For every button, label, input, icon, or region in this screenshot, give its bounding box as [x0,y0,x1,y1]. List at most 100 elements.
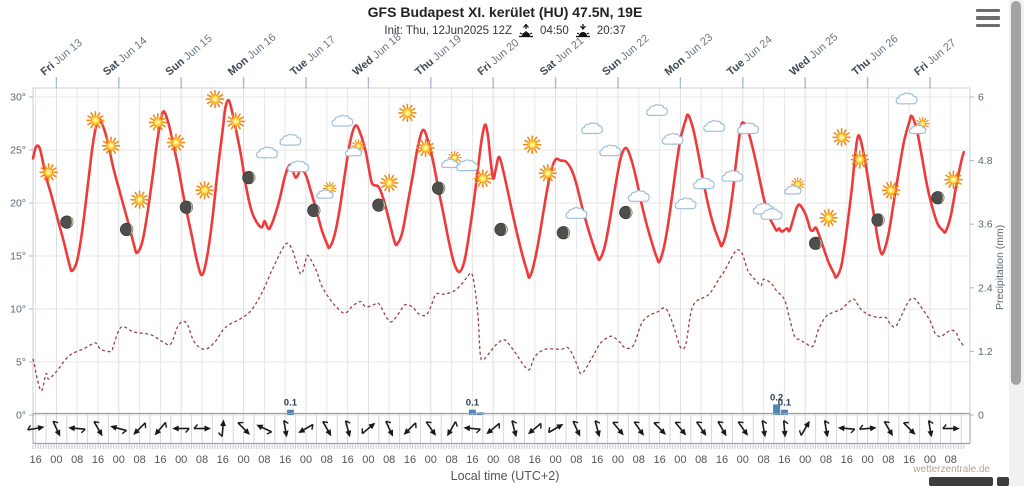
cloud-icon [287,160,310,173]
cloud-icon [565,207,588,219]
sun-icon [416,138,435,158]
precip-value-label: 0.1 [778,398,792,409]
hour-label: 16 [279,454,291,466]
footer-badge-left[interactable] [929,477,993,486]
precip-bars: 0.1 0.1 0.20.1 [284,392,792,415]
hour-label: 00 [861,454,873,466]
moon-icon [242,171,256,185]
precip-tick-label: 0 [978,410,984,422]
wind-barb-icon [798,420,810,436]
wind-barb-icon [133,422,147,435]
cloud-icon [692,177,715,190]
hour-label: 08 [882,454,894,466]
day-label: Fri Jun 20 [475,37,521,78]
sun-icon [819,208,838,228]
day-label: Thu Jun 19 [413,33,464,78]
precip-value-label: 0.1 [466,398,480,409]
precip-tick-label: 4.8 [978,155,993,167]
cloud-icon [279,133,302,146]
x-axis-label: Local time (UTC+2) [450,469,560,483]
scrollbar-track[interactable] [1009,0,1024,486]
hour-label: 16 [591,454,603,466]
hour-label: 08 [570,454,582,466]
hour-label: 00 [612,454,624,466]
cloud-icon [456,159,479,172]
moon-icon [494,222,508,237]
cloud-icon [256,146,278,159]
wind-barb-icon [256,424,272,435]
watermark: wetterzentrale.de [913,464,990,475]
day-label: Fri Jun 27 [912,37,958,78]
moon-icon [931,191,945,205]
temp-tick-label: 15° [10,251,26,263]
sun-icon [538,164,558,183]
wind-barb-icon [511,420,518,438]
hour-label: 00 [300,454,312,466]
hour-label: 16 [92,454,104,466]
wind-barb-icon [837,425,856,434]
temp-tick-label: 30° [10,92,26,104]
moon-icon [119,222,134,237]
precip-bar [286,409,294,415]
wind-barb-icon [594,420,601,438]
sunrise-icon [519,23,534,38]
sun-icon [226,112,246,131]
hour-label: 16 [404,454,416,466]
sun-cloud-icon [440,150,462,169]
cloud-icon [721,169,744,182]
wind-barb-icon [193,424,211,432]
sun-icon [944,170,963,189]
precip-value-label: 0.2 [770,392,783,403]
sun-icon [205,89,225,109]
wind-barb-icon [486,422,501,435]
sun-icon [166,133,186,152]
sun-cloud-icon [784,177,805,195]
hour-label: 16 [29,454,41,466]
precip-axis: 6 4.8 3.6 2.4 1.2 0 Precipitation (mm) [970,92,1006,422]
moon-icon [372,198,386,212]
hour-label: 00 [362,454,374,466]
sun-icon [379,173,399,193]
wind-barb-icon [781,419,789,438]
scrollbar-thumb[interactable] [1011,1,1021,385]
hour-label: 08 [445,454,457,466]
wind-barb-icon [674,421,687,436]
precip-bar [773,404,781,415]
hour-axis: 16 00 08 16 00 08 16 00 08 16 00 08 16 00 08 16 00 08 16 00… [29,454,956,466]
footer-badge-right[interactable] [997,477,1009,486]
sun-icon [850,150,870,169]
wind-barb-icon [52,420,61,437]
hour-label: 08 [757,454,769,466]
sun-icon [148,113,168,132]
cloud-icon [674,197,697,210]
wind-barb-icon [859,424,877,432]
wind-barb-icon [695,421,707,436]
moon-icon [307,203,321,217]
moon-icon [808,236,823,250]
hour-label: 08 [508,454,520,466]
hour-label: 08 [71,454,83,466]
precip-tick-label: 2.4 [978,282,993,294]
wind-barb-icon [612,421,624,436]
temp-tick-label: 5° [16,357,26,369]
wind-barb-icon [902,421,916,435]
hour-minor-ticks [32,444,965,449]
wind-barb-icon [403,422,417,435]
wind-barb-icon [761,420,768,438]
precip-axis-title: Precipitation (mm) [994,225,1006,310]
wind-barb-icon [68,425,86,434]
wind-barb-icon [547,424,564,434]
init-subtitle: Init: Thu, 12Jun2025 12Z 04:50 20:37 [0,23,1010,39]
menu-icon[interactable] [976,9,1000,27]
sun-icon [195,181,214,200]
sun-cloud-icon [908,116,930,135]
hour-label: 00 [425,454,437,466]
sun-cloud-icon [316,181,337,199]
wind-barb-icon [93,420,103,437]
hour-label: 00 [674,454,686,466]
hour-label: 00 [737,454,749,466]
weather-icons [39,89,963,250]
hour-label: 16 [154,454,166,466]
